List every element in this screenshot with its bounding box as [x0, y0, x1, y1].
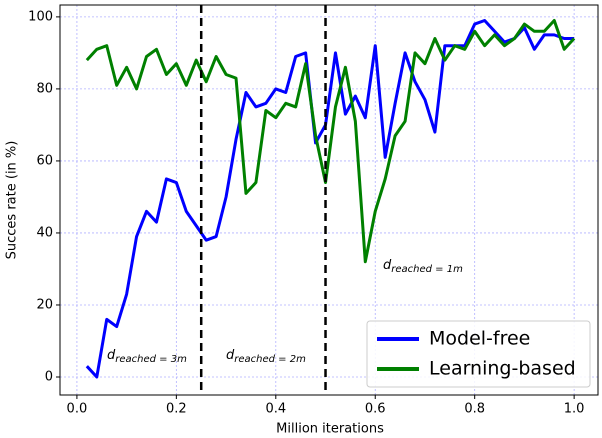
x-tick-label: 0.0	[67, 402, 88, 417]
y-tick-label: 40	[36, 225, 53, 240]
annotation-text: d	[383, 258, 392, 273]
annotation: dreached = 2m	[226, 348, 306, 366]
y-tick-label: 0	[45, 369, 53, 384]
annotation: dreached = 1m	[383, 258, 463, 276]
plot-frame	[59, 4, 599, 396]
y-axis-label: Succes rate (in %)	[5, 141, 20, 260]
x-tick-label: 0.4	[265, 402, 286, 417]
x-axis-label: Million iterations	[276, 422, 384, 437]
annotation-text: d	[107, 348, 116, 363]
y-tick-label: 80	[36, 81, 53, 96]
legend-label: Model-free	[429, 328, 530, 350]
series-line	[85, 18, 575, 379]
y-tick-label: 20	[36, 297, 53, 312]
annotation-subscript: reached = 2m	[234, 354, 306, 365]
x-tick-label: 0.6	[365, 402, 386, 417]
series-line	[85, 18, 576, 264]
annotation-subscript: reached = 3m	[115, 354, 187, 365]
legend-label: Learning-based	[429, 358, 576, 380]
annotation: dreached = 3m	[107, 348, 187, 366]
x-tick-label: 0.2	[166, 402, 187, 417]
legend-box	[366, 320, 591, 388]
y-tick-label: 60	[36, 153, 53, 168]
y-tick-label: 100	[28, 9, 53, 24]
annotation-subscript: reached = 1m	[391, 264, 463, 275]
x-tick-label: 1.0	[564, 402, 585, 417]
annotation-text: d	[226, 348, 235, 363]
x-tick-label: 0.8	[464, 402, 485, 417]
